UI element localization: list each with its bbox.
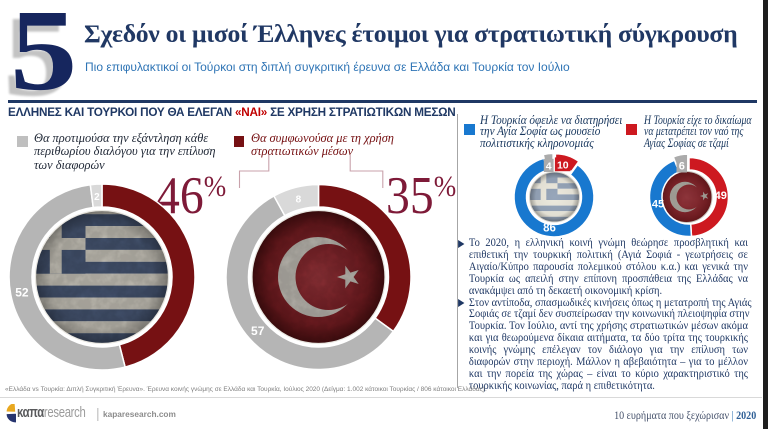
- svg-text:57: 57: [251, 324, 265, 338]
- svg-text:45: 45: [652, 199, 664, 211]
- svg-text:49: 49: [715, 190, 727, 202]
- svg-text:52: 52: [15, 286, 29, 300]
- svg-text:86: 86: [543, 223, 556, 235]
- svg-text:4: 4: [546, 160, 552, 172]
- svg-text:6: 6: [679, 161, 685, 173]
- svg-text:2: 2: [94, 192, 100, 203]
- svg-text:8: 8: [296, 195, 302, 206]
- svg-text:10: 10: [557, 160, 569, 172]
